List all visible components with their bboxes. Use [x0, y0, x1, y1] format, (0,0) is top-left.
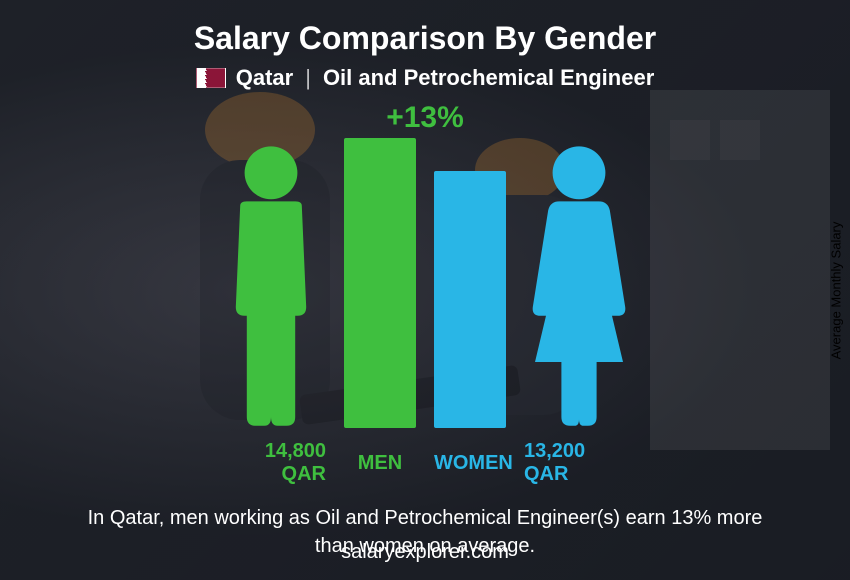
- men-bar-col: [344, 138, 416, 428]
- percent-difference: +13%: [386, 101, 464, 135]
- subtitle-row: Qatar | Oil and Petrochemical Engineer: [196, 65, 655, 91]
- men-icon-col: [216, 142, 326, 428]
- men-salary: 14,800 QAR: [216, 440, 326, 486]
- main-container: Salary Comparison By Gender Qatar | Oil …: [0, 0, 850, 580]
- subtitle-separator: |: [305, 65, 311, 91]
- role-label: Oil and Petrochemical Engineer: [323, 65, 654, 91]
- country-label: Qatar: [236, 65, 293, 91]
- women-icon-col: [524, 142, 634, 428]
- chart-area: [216, 135, 634, 428]
- qatar-flag-icon: [196, 68, 226, 88]
- men-label: MEN: [344, 452, 416, 475]
- women-label: WOMEN: [434, 452, 506, 475]
- footer-attribution: salaryexplorer.com: [0, 541, 850, 564]
- male-person-icon: [216, 142, 326, 428]
- female-person-icon: [524, 142, 634, 428]
- women-bar-col: [434, 171, 506, 428]
- side-label-wrap: Average Monthly Salary: [822, 0, 850, 580]
- women-salary: 13,200 QAR: [524, 440, 634, 486]
- men-bar: [344, 138, 416, 428]
- y-axis-label: Average Monthly Salary: [829, 221, 844, 359]
- labels-row: 14,800 QAR MEN WOMEN 13,200 QAR: [216, 440, 634, 486]
- women-bar: [434, 171, 506, 428]
- page-title: Salary Comparison By Gender: [194, 20, 656, 57]
